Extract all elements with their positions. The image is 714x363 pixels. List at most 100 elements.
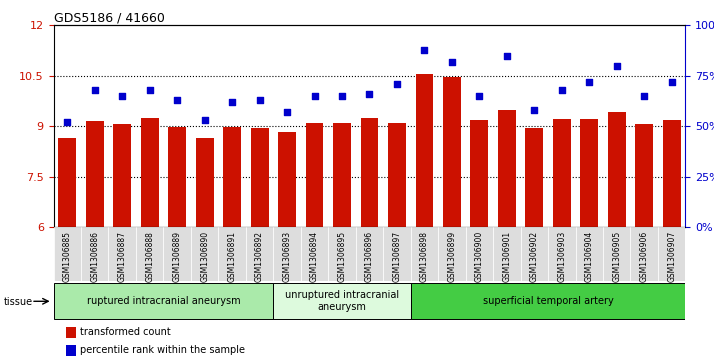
Bar [663,120,680,227]
Bar [81,227,109,281]
Text: tissue: tissue [4,297,33,307]
Bar [603,227,630,281]
Text: ruptured intracranial aneurysm: ruptured intracranial aneurysm [86,296,240,306]
Bar [356,227,383,281]
Bar [498,110,516,227]
Text: percentile rank within the sample: percentile rank within the sample [80,345,245,355]
Text: GSM1306887: GSM1306887 [118,231,126,282]
Bar [251,128,268,227]
Text: GSM1306900: GSM1306900 [475,231,484,282]
Bar [411,227,438,281]
Bar [526,128,543,227]
Bar [328,227,356,281]
Text: GSM1306895: GSM1306895 [338,231,346,282]
Bar [416,74,433,227]
Text: GSM1306907: GSM1306907 [667,231,676,282]
Bar [114,125,131,227]
Point [418,47,430,53]
FancyBboxPatch shape [54,283,273,319]
Bar [630,227,658,281]
Bar [443,77,461,227]
Text: superficial temporal artery: superficial temporal artery [483,296,613,306]
Point [309,93,321,99]
Bar [136,227,164,281]
Bar [548,227,575,281]
Point [473,93,485,99]
Bar [218,227,246,281]
Text: GSM1306899: GSM1306899 [448,231,456,282]
Point [254,97,266,103]
Point [446,59,458,65]
Bar [66,345,76,356]
Point [501,53,513,58]
Bar [66,327,76,338]
Text: transformed count: transformed count [80,327,171,337]
Text: GSM1306889: GSM1306889 [173,231,181,282]
FancyBboxPatch shape [273,283,411,319]
Point [583,79,595,85]
Bar [223,127,241,227]
Point [226,99,238,105]
Bar [246,227,273,281]
Text: GSM1306894: GSM1306894 [310,231,319,282]
Bar [361,118,378,227]
Bar [169,127,186,227]
Point [528,107,540,113]
Text: GSM1306901: GSM1306901 [503,231,511,282]
Bar [658,227,685,281]
Bar [438,227,466,281]
Bar [306,123,323,227]
Point [666,79,678,85]
Bar [575,227,603,281]
Bar [383,227,411,281]
Point [611,63,623,69]
Bar [59,138,76,227]
FancyBboxPatch shape [411,283,685,319]
Point [199,117,211,123]
Bar [141,118,159,227]
Point [89,87,101,93]
Bar [333,123,351,227]
Text: unruptured intracranial
aneurysm: unruptured intracranial aneurysm [285,290,399,312]
Bar [278,132,296,227]
Point [144,87,156,93]
Text: GSM1306905: GSM1306905 [613,231,621,282]
Bar [608,112,625,227]
Bar [191,227,218,281]
Point [638,93,650,99]
Bar [301,227,328,281]
Text: GSM1306888: GSM1306888 [145,231,154,282]
Bar [466,227,493,281]
Text: GSM1306904: GSM1306904 [585,231,594,282]
Text: GSM1306903: GSM1306903 [558,231,566,282]
Text: GSM1306886: GSM1306886 [90,231,99,282]
Bar [553,119,570,227]
Bar [109,227,136,281]
Text: GSM1306897: GSM1306897 [393,231,401,282]
Point [336,93,348,99]
Text: GSM1306902: GSM1306902 [530,231,539,282]
Bar [580,119,598,227]
Point [116,93,128,99]
Point [391,81,403,87]
Text: GDS5186 / 41660: GDS5186 / 41660 [54,11,164,24]
Bar [54,227,81,281]
Text: GSM1306898: GSM1306898 [420,231,429,282]
Text: GSM1306896: GSM1306896 [365,231,374,282]
Point [556,87,568,93]
Bar [388,123,406,227]
Text: GSM1306893: GSM1306893 [283,231,291,282]
Text: GSM1306885: GSM1306885 [63,231,72,282]
Text: GSM1306892: GSM1306892 [255,231,264,282]
Text: GSM1306890: GSM1306890 [200,231,209,282]
Point [171,97,183,103]
Point [363,91,376,97]
Bar [635,125,653,227]
Bar [196,138,213,227]
Bar [493,227,521,281]
Point [281,109,293,115]
Bar [164,227,191,281]
Point [61,119,73,125]
Bar [86,121,104,227]
Bar [273,227,301,281]
